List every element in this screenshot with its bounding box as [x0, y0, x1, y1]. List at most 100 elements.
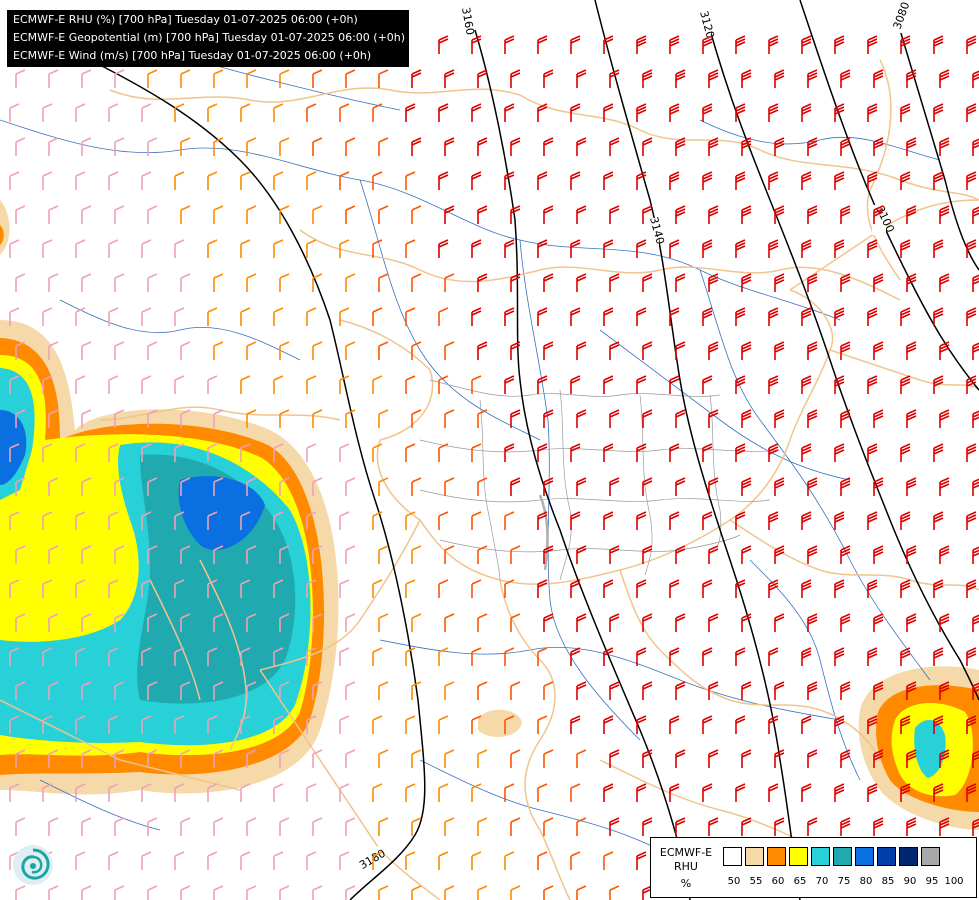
wind-barb — [444, 273, 455, 292]
wind-barb — [609, 885, 620, 900]
wind-barb — [207, 307, 218, 326]
legend-variable: RHU — [674, 860, 698, 873]
wind-barb — [867, 443, 878, 462]
wind-barb — [75, 511, 86, 530]
contour-3160-line — [474, 29, 691, 900]
wind-barb — [774, 749, 785, 768]
wind-barb — [636, 579, 647, 598]
wind-barb — [873, 409, 884, 428]
wind-barb — [900, 171, 911, 190]
wind-barb — [708, 137, 719, 156]
wind-barb — [444, 137, 455, 156]
wind-barb — [609, 409, 620, 428]
wind-barb — [9, 103, 20, 122]
wind-barb — [207, 375, 218, 394]
wind-barb — [141, 239, 152, 258]
wind-barb — [702, 647, 713, 666]
wind-barb — [180, 273, 191, 292]
wind-barb — [15, 205, 26, 224]
wind-barb — [768, 511, 779, 530]
wind-barb — [306, 579, 317, 598]
wind-barb — [444, 545, 455, 564]
wind-barb — [933, 35, 944, 54]
wind-barb — [768, 783, 779, 802]
wind-barb — [702, 443, 713, 462]
wind-barb — [405, 375, 416, 394]
wind-barb — [273, 647, 284, 666]
wind-barb — [576, 205, 587, 224]
wind-barb — [477, 205, 488, 224]
wind-barb — [444, 341, 455, 360]
legend-tick: 85 — [881, 876, 895, 887]
wind-barb — [972, 546, 979, 564]
wind-barb — [972, 818, 979, 836]
wind-barb — [48, 341, 59, 360]
legend-tick: 65 — [793, 876, 807, 887]
wind-barb — [642, 477, 653, 496]
wind-barb — [702, 375, 713, 394]
wind-barb — [867, 171, 878, 190]
wind-barb — [741, 477, 752, 496]
wind-barb — [702, 35, 713, 54]
rhu-legend: ECMWF-E RHU % 50 55 60 65 70 75 80 85 90 95 100 — [650, 837, 977, 898]
wind-barb — [246, 477, 257, 496]
wind-barb — [444, 885, 455, 900]
wind-barb — [609, 341, 620, 360]
wind-barb — [702, 239, 713, 258]
wind-barb — [411, 817, 422, 836]
wind-barb — [933, 783, 944, 802]
wind-barb — [438, 239, 449, 258]
title-wind: ECMWF-E Wind (m/s) [700 hPa] Tuesday 01-… — [13, 49, 372, 62]
wind-barb — [939, 69, 950, 88]
wind-barb — [312, 545, 323, 564]
wind-barb — [174, 851, 185, 870]
wind-barb — [669, 375, 680, 394]
wind-barb — [279, 137, 290, 156]
wind-barb — [345, 205, 356, 224]
wind-barb — [48, 885, 59, 900]
wind-barb — [933, 171, 944, 190]
wind-barb — [702, 171, 713, 190]
wind-barb — [411, 477, 422, 496]
wind-barb — [966, 35, 977, 54]
wind-barb — [801, 307, 812, 326]
wind-barb — [801, 103, 812, 122]
wind-barb — [702, 307, 713, 326]
wind-barb — [81, 273, 92, 292]
wind-barb — [504, 307, 515, 326]
wind-barb — [807, 477, 818, 496]
wind-barb — [81, 409, 92, 428]
wind-barb — [933, 647, 944, 666]
wind-barb — [411, 69, 422, 88]
wind-barb — [774, 69, 785, 88]
wind-barb — [504, 239, 515, 258]
wind-barb — [735, 579, 746, 598]
wind-barb — [411, 409, 422, 428]
wind-barb — [537, 715, 548, 734]
wind-barb — [108, 851, 119, 870]
wind-barb — [471, 307, 482, 326]
wind-barb — [708, 409, 719, 428]
wind-barb — [675, 205, 686, 224]
wind-barb — [108, 715, 119, 734]
wind-barb — [444, 69, 455, 88]
wind-barb — [444, 817, 455, 836]
wind-barb — [405, 443, 416, 462]
wind-barb — [345, 477, 356, 496]
wind-barb — [873, 69, 884, 88]
wind-barb — [933, 375, 944, 394]
wind-barb — [240, 715, 251, 734]
wind-barb — [438, 579, 449, 598]
wind-barb — [141, 307, 152, 326]
wind-barb — [675, 681, 686, 700]
wind-barb — [339, 103, 350, 122]
wind-barb — [147, 341, 158, 360]
wind-barb — [147, 409, 158, 428]
wind-barb — [48, 205, 59, 224]
contour-3100-line — [799, 0, 979, 391]
wind-barb — [246, 137, 257, 156]
wind-barb — [900, 35, 911, 54]
wind-barb — [867, 783, 878, 802]
wind-barb — [774, 613, 785, 632]
